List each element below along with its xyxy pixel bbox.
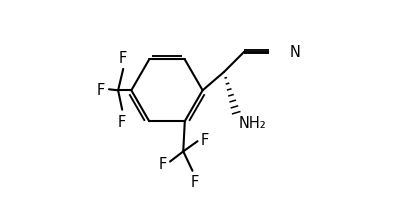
Text: F: F: [159, 156, 167, 171]
Text: F: F: [119, 51, 127, 65]
Text: N: N: [289, 45, 300, 60]
Text: NH₂: NH₂: [238, 115, 266, 130]
Text: F: F: [118, 114, 126, 129]
Text: F: F: [190, 174, 198, 189]
Text: F: F: [97, 82, 105, 97]
Text: F: F: [200, 132, 209, 147]
